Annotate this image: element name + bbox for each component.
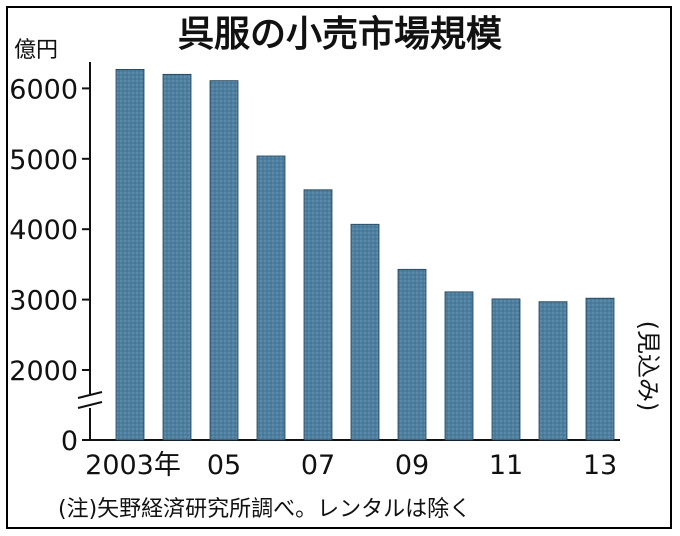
bar-2011 [491, 298, 521, 441]
bar-2005 [209, 80, 239, 441]
chart-title: 呉服の小売市場規模 [178, 14, 502, 55]
y-tick-label: 2000 [9, 356, 78, 387]
bar-2012 [538, 301, 568, 441]
bar-2008 [350, 223, 380, 441]
x-tick-label: 09 [395, 450, 429, 481]
bar-2013 [585, 297, 615, 441]
y-axis-unit-label: 億円 [14, 38, 58, 63]
x-tick-label: 05 [207, 450, 241, 481]
source-note: (注)矢野経済研究所調べ。レンタルは除く [58, 497, 471, 522]
y-axis-ticks: 0 2000 3000 4000 5000 6000 [9, 74, 90, 457]
bars-group [115, 68, 615, 441]
bar-2004 [162, 73, 192, 441]
y-tick-label: 4000 [9, 215, 78, 246]
x-tick-label: 11 [489, 450, 523, 481]
y-tick-label: 3000 [9, 286, 78, 317]
y-tick-label: 0 [61, 426, 78, 457]
y-tick-label: 6000 [9, 74, 78, 105]
x-tick-label: 07 [301, 450, 335, 481]
bar-2006 [256, 155, 286, 441]
x-axis-ticks: 2003年 05 07 09 11 13 [85, 450, 617, 481]
forecast-annotation: (見込み) [634, 321, 662, 412]
x-tick-label: 13 [583, 450, 617, 481]
bar-2009 [397, 268, 427, 441]
axis-break-mark [77, 391, 103, 409]
bar-2007 [303, 189, 333, 441]
forecast-annotation-text: (見込み) [634, 321, 662, 412]
bar-2010 [444, 291, 474, 441]
x-tick-label: 2003年 [85, 450, 181, 481]
bar-2003 [115, 68, 145, 441]
y-tick-label: 5000 [9, 145, 78, 176]
